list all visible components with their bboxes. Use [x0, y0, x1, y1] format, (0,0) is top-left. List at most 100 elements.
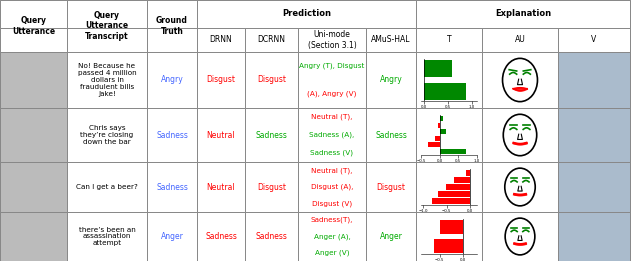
- Text: T: T: [447, 35, 451, 44]
- Text: DRNN: DRNN: [210, 35, 232, 44]
- Bar: [147, 108, 197, 162]
- Bar: [416, 108, 482, 162]
- Bar: [298, 162, 366, 212]
- Text: Query
Utterance: Query Utterance: [12, 16, 55, 36]
- Text: AU: AU: [515, 35, 525, 44]
- Text: Angry: Angry: [380, 75, 403, 85]
- Bar: [416, 28, 482, 52]
- Text: Sadness (V): Sadness (V): [310, 150, 353, 156]
- Bar: [482, 52, 558, 108]
- Text: there’s been an
assassination
attempt: there’s been an assassination attempt: [79, 227, 136, 246]
- Bar: [0, 212, 67, 261]
- Bar: [558, 108, 630, 162]
- Text: Anger: Anger: [380, 232, 403, 241]
- Bar: [416, 162, 482, 212]
- Bar: [147, 162, 197, 212]
- Text: No! Because he
passed 4 million
dollars in
fraudulent bills
Jake!: No! Because he passed 4 million dollars …: [77, 63, 136, 97]
- Text: Angry: Angry: [161, 75, 184, 85]
- Bar: [416, 52, 482, 108]
- Text: Prediction: Prediction: [282, 9, 331, 19]
- Bar: [435, 136, 440, 141]
- Text: Disgust (A),: Disgust (A),: [311, 184, 353, 190]
- Bar: [67, 162, 147, 212]
- Bar: [366, 28, 416, 52]
- Text: AMuS-HAL: AMuS-HAL: [371, 35, 411, 44]
- Bar: [67, 28, 147, 52]
- Bar: [440, 220, 463, 234]
- Bar: [438, 123, 440, 128]
- Bar: [245, 52, 298, 108]
- Bar: [558, 28, 630, 52]
- Bar: [366, 108, 416, 162]
- Bar: [197, 52, 245, 108]
- Bar: [558, 162, 630, 212]
- Text: Chris says
they’re closing
down the bar: Chris says they’re closing down the bar: [81, 125, 134, 145]
- Bar: [440, 129, 446, 134]
- Bar: [197, 212, 245, 261]
- Bar: [424, 83, 466, 99]
- Text: Disgust (V): Disgust (V): [312, 200, 352, 207]
- Bar: [0, 52, 67, 108]
- Bar: [438, 191, 470, 197]
- Bar: [366, 212, 416, 261]
- Bar: [197, 162, 245, 212]
- Text: Sadness: Sadness: [255, 232, 287, 241]
- Bar: [298, 212, 366, 261]
- Bar: [0, 28, 67, 52]
- Text: Anger: Anger: [161, 232, 184, 241]
- Text: Anger (A),: Anger (A),: [314, 233, 350, 240]
- Text: (A), Angry (V): (A), Angry (V): [307, 91, 356, 97]
- Text: Sadness: Sadness: [375, 130, 407, 139]
- Bar: [424, 61, 452, 77]
- Text: Sadness (A),: Sadness (A),: [309, 132, 355, 138]
- Text: DCRNN: DCRNN: [257, 35, 285, 44]
- Text: Uni-mode
(Section 3.1): Uni-mode (Section 3.1): [308, 30, 356, 50]
- Text: Ground
Truth: Ground Truth: [156, 16, 188, 36]
- Bar: [434, 239, 463, 253]
- Bar: [366, 52, 416, 108]
- Text: Disgust: Disgust: [257, 182, 286, 192]
- Text: Anger (V): Anger (V): [315, 250, 349, 256]
- Bar: [482, 162, 558, 212]
- Bar: [67, 52, 147, 108]
- Bar: [440, 116, 443, 121]
- Text: Disgust: Disgust: [207, 75, 236, 85]
- Bar: [197, 108, 245, 162]
- Text: Neutral (T),: Neutral (T),: [311, 167, 353, 174]
- Text: Neutral: Neutral: [207, 182, 236, 192]
- Bar: [0, 0, 67, 28]
- Text: Sadness: Sadness: [156, 182, 188, 192]
- Bar: [558, 212, 630, 261]
- Bar: [440, 149, 467, 154]
- Bar: [445, 184, 470, 190]
- Bar: [245, 162, 298, 212]
- Bar: [298, 52, 366, 108]
- Bar: [197, 28, 245, 52]
- Bar: [466, 170, 470, 175]
- Bar: [245, 212, 298, 261]
- Bar: [298, 108, 366, 162]
- Text: Sadness: Sadness: [255, 130, 287, 139]
- Text: Angry (T), Disgust: Angry (T), Disgust: [300, 63, 365, 69]
- Text: Disgust: Disgust: [257, 75, 286, 85]
- Text: Sadness: Sadness: [205, 232, 237, 241]
- Bar: [197, 0, 416, 28]
- Text: Query
Utterance
Transcript: Query Utterance Transcript: [85, 11, 129, 41]
- Bar: [147, 52, 197, 108]
- Bar: [454, 177, 470, 183]
- Text: Neutral: Neutral: [207, 130, 236, 139]
- Text: Sadness(T),: Sadness(T),: [311, 217, 353, 223]
- Text: Can I get a beer?: Can I get a beer?: [76, 184, 138, 190]
- Bar: [482, 28, 558, 52]
- Bar: [558, 52, 630, 108]
- Bar: [67, 0, 147, 28]
- Bar: [147, 28, 197, 52]
- Text: Neutral (T),: Neutral (T),: [311, 114, 353, 120]
- Bar: [416, 212, 482, 261]
- Bar: [428, 142, 440, 147]
- Bar: [482, 212, 558, 261]
- Bar: [0, 108, 67, 162]
- Text: Explanation: Explanation: [495, 9, 551, 19]
- Bar: [432, 199, 470, 204]
- Bar: [245, 28, 298, 52]
